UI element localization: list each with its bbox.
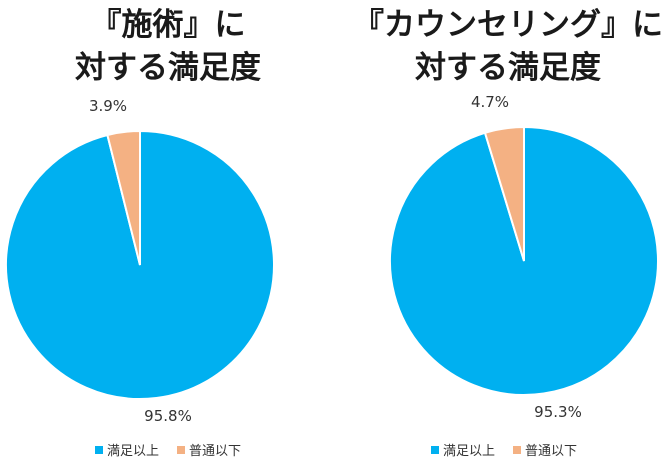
data-label-average: 4.7% <box>471 93 509 111</box>
chart-title-line-2: 対する満足度 <box>415 50 601 86</box>
legend-label-satisfied: 満足以上 <box>106 444 159 459</box>
legend-swatch-satisfied <box>94 445 103 454</box>
pie-chart-counseling: 『カウンセリング』に 対する満足度 95.3% 4.7% 満足以上 普通以下 <box>336 0 672 459</box>
legend-item-average: 普通以下 <box>513 440 577 459</box>
chart-title-line-2: 対する満足度 <box>75 50 261 86</box>
chart-legend: 満足以上 普通以下 <box>0 440 336 459</box>
legend-swatch-average <box>177 445 185 454</box>
legend-item-satisfied: 満足以上 <box>94 440 159 459</box>
legend-item-satisfied: 満足以上 <box>430 440 495 459</box>
legend-swatch-satisfied <box>430 445 439 454</box>
data-label-satisfied: 95.8% <box>144 407 192 425</box>
chart-title: 『カウンセリング』に 対する満足度 <box>340 4 672 90</box>
legend-label-average: 普通以下 <box>525 444 578 459</box>
pie-plot: 95.3% 4.7% <box>389 93 660 421</box>
chart-title-line-1: 『カウンセリング』に <box>353 7 663 43</box>
pie-slice-average <box>483 125 525 262</box>
pie-plot: 95.8% 3.9% <box>5 97 275 425</box>
data-label-average: 3.9% <box>89 97 127 115</box>
chart-title: 『施術』に 対する満足度 <box>0 4 336 90</box>
chart-title-line-1: 『施術』に <box>90 7 246 43</box>
legend-item-average: 普通以下 <box>177 440 241 459</box>
legend-label-average: 普通以下 <box>189 444 242 459</box>
data-label-satisfied: 95.3% <box>534 403 582 421</box>
legend-swatch-average <box>513 445 521 454</box>
chart-legend: 満足以上 普通以下 <box>336 440 672 459</box>
legend-label-satisfied: 満足以上 <box>442 444 495 459</box>
pie-chart-treatment: 『施術』に 対する満足度 95.8% 3.9% 満足以上 普通以下 <box>0 4 336 459</box>
pie-slice-average <box>106 129 141 266</box>
